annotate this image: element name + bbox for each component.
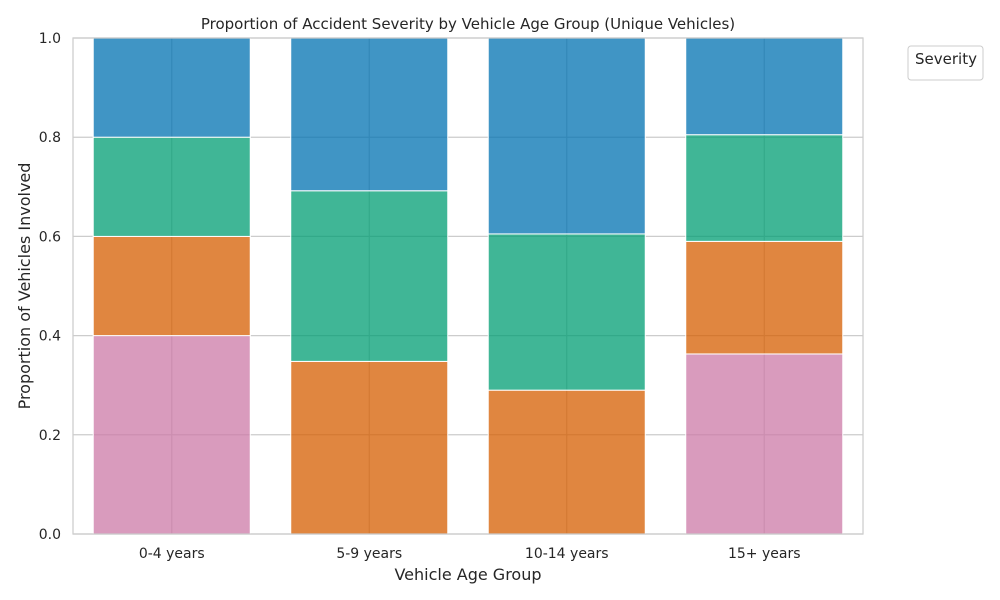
bar-segment <box>487 389 646 535</box>
x-tick-label: 0-4 years <box>139 546 205 562</box>
y-axis-label: Proportion of Vehicles Involved <box>15 163 34 410</box>
bar-segment <box>487 37 646 235</box>
bar-segment <box>685 353 844 535</box>
chart-title: Proportion of Accident Severity by Vehic… <box>201 15 735 33</box>
legend: Severity <box>907 45 984 81</box>
bar-segment <box>92 136 251 237</box>
bar-segment <box>92 335 251 535</box>
plot-frame <box>72 37 864 535</box>
x-tick-labels: 0-4 years 5-9 years 10-14 years 15+ years <box>139 546 801 562</box>
y-tick-label: 0.6 <box>39 229 61 245</box>
bar-segment <box>685 240 844 355</box>
x-tick-label: 15+ years <box>728 546 801 562</box>
bar-segment <box>290 37 449 192</box>
bar-segment <box>92 235 251 337</box>
x-axis-label: Vehicle Age Group <box>394 565 541 584</box>
x-tick-label: 10-14 years <box>525 546 609 562</box>
y-tick-label: 1.0 <box>39 31 61 47</box>
y-tick-label: 0.8 <box>39 130 61 146</box>
bar-segment <box>487 233 646 391</box>
bar-segment <box>290 190 449 362</box>
y-tick-label: 0.2 <box>39 428 61 444</box>
bar-segment <box>92 37 251 138</box>
y-tick-label: 0.0 <box>39 527 61 543</box>
y-tick-label: 0.4 <box>39 329 61 345</box>
bar-segment <box>290 360 449 535</box>
y-tick-labels: 0.0 0.2 0.4 0.6 0.8 1.0 <box>39 31 61 543</box>
legend-box <box>907 45 984 81</box>
legend-title: Severity <box>915 50 977 68</box>
x-tick-label: 5-9 years <box>336 546 402 562</box>
bars <box>92 37 844 535</box>
bar-segment <box>685 134 844 242</box>
bar-segment <box>685 37 844 136</box>
